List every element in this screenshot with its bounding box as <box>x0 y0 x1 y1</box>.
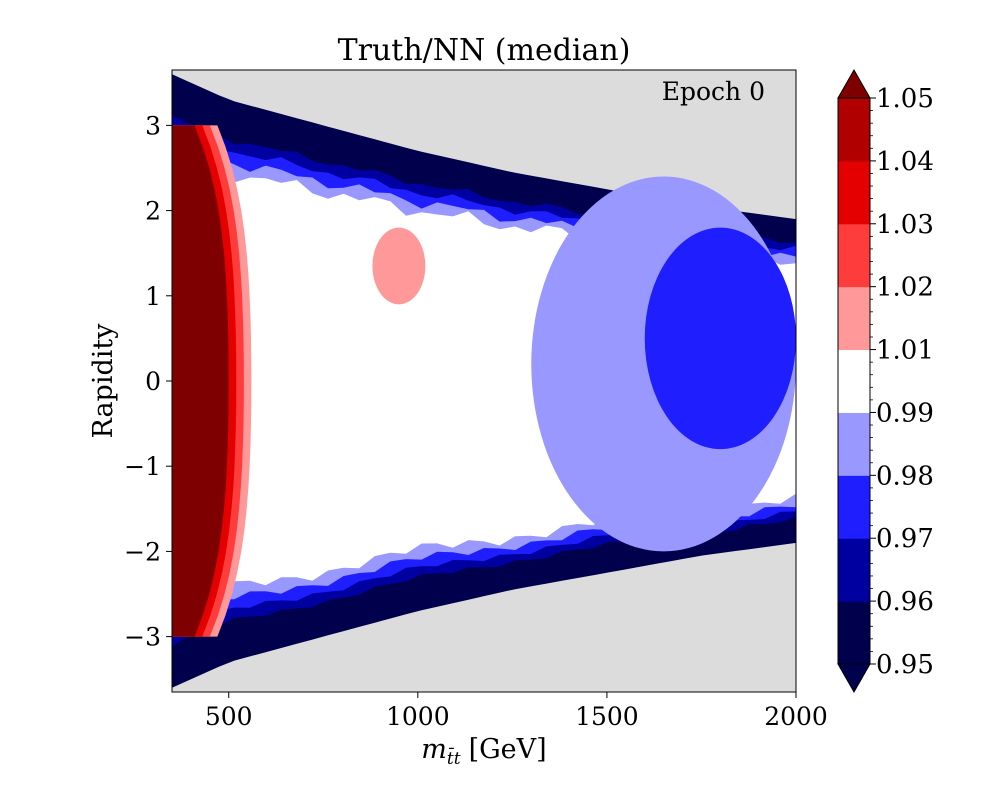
colorbar-band <box>838 538 870 602</box>
colorbar-tick-label: 0.99 <box>876 398 934 428</box>
contour-region <box>372 227 426 305</box>
contour-region <box>172 125 229 637</box>
x-tick-label: 1000 <box>386 702 450 731</box>
x-tick-label: 500 <box>205 702 253 731</box>
y-tick-label: 2 <box>145 197 161 226</box>
colorbar-over-extension <box>837 68 871 99</box>
x-tick-label: 2000 <box>764 702 828 731</box>
contour-region <box>644 227 796 450</box>
colorbar-tick-label: 0.98 <box>876 461 934 491</box>
x-axis-label-main: m <box>421 734 447 765</box>
colorbar: 0.95 0.96 0.97 0.98 0.99 1.01 1.02 1.03 1.04 1.05 <box>837 68 934 694</box>
y-tick-label: 3 <box>145 111 161 140</box>
x-tick-label: 1500 <box>575 702 639 731</box>
colorbar-band <box>838 223 870 288</box>
colorbar-tick-label: 1.03 <box>876 210 934 240</box>
colorbar-tick-label: 1.01 <box>876 336 934 366</box>
colorbar-band <box>838 601 870 665</box>
colorbar-band <box>838 286 870 351</box>
y-tick-label: −1 <box>124 452 161 481</box>
plot-area <box>171 69 797 693</box>
colorbar-ticks: 0.95 0.96 0.97 0.98 0.99 1.01 1.02 1.03 1.04 1.05 <box>870 84 934 680</box>
colorbar-tick-label: 0.97 <box>876 524 934 554</box>
colorbar-band <box>838 475 870 539</box>
colorbar-band <box>838 98 870 162</box>
x-axis-label-unit: [GeV] <box>469 734 547 765</box>
colorbar-frame <box>837 97 871 665</box>
heatmap-contours <box>172 74 796 688</box>
y-tick-label: 1 <box>145 282 161 311</box>
colorbar-under-extension <box>837 663 871 694</box>
chart-title: Truth/NN (median) <box>338 33 631 68</box>
epoch-annotation: Epoch 0 <box>662 77 765 106</box>
colorbar-band <box>838 412 870 476</box>
colorbar-tick-label: 1.02 <box>876 273 934 303</box>
colorbar-tick-label: 0.95 <box>876 650 934 680</box>
x-axis-ticks: 500 1000 1500 2000 <box>205 692 828 731</box>
y-tick-label: −3 <box>124 623 161 652</box>
colorbar-bands <box>838 98 870 665</box>
x-axis-label: mt̄t [GeV] <box>421 734 546 769</box>
y-tick-label: −2 <box>124 537 161 566</box>
colorbar-tick-label: 0.96 <box>876 587 934 617</box>
colorbar-band <box>838 349 870 413</box>
y-axis-label: Rapidity <box>88 323 119 439</box>
colorbar-tick-label: 1.04 <box>876 147 934 177</box>
colorbar-tick-label: 1.05 <box>876 84 934 114</box>
x-axis-label-sub: t̄t <box>447 746 461 769</box>
y-axis-ticks: 3 2 1 0 −1 −2 −3 <box>124 111 172 652</box>
y-tick-label: 0 <box>145 367 161 396</box>
colorbar-band <box>838 160 870 225</box>
